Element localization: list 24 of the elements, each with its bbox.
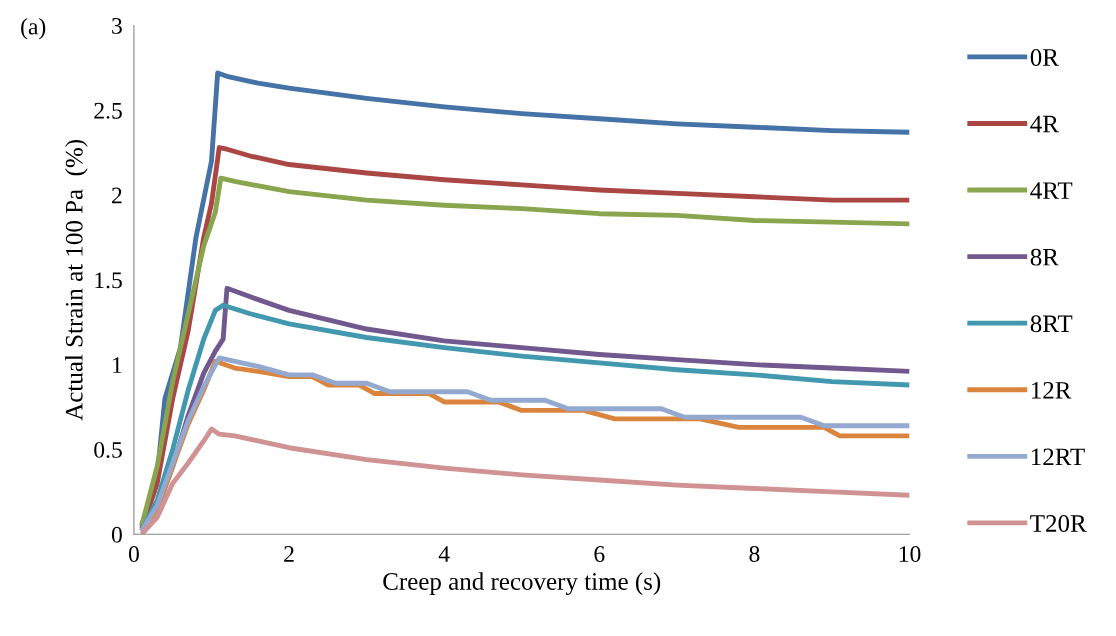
x-axis-title: Creep and recovery time (s)	[383, 572, 661, 596]
legend-label: 8RT	[1030, 315, 1073, 333]
y-tick-label: 0.5	[94, 441, 122, 458]
legend-label: 0R	[1030, 49, 1059, 66]
x-tick-label: 10	[899, 546, 921, 562]
y-tick-label: 0	[111, 526, 122, 543]
y-tick-label: 1	[113, 357, 122, 373]
legend-label: 12R	[1031, 381, 1072, 399]
x-tick-label: 2	[284, 546, 294, 562]
y-axis-title: Actual Strain at 100 Pa (%)	[65, 140, 88, 421]
x-tick-label: 0	[128, 546, 139, 562]
y-tick-label: 1.5	[95, 272, 122, 289]
y-tick-label: 2	[112, 187, 122, 204]
legend-label: 4RT	[1030, 182, 1073, 199]
legend-label: T20R	[1030, 515, 1087, 532]
text: (a)	[21, 17, 46, 40]
x-tick-label: 8	[749, 546, 760, 562]
legend-label: 4R	[1030, 115, 1059, 133]
x-tick-label: 4	[438, 546, 450, 562]
legend-label: 12RT	[1031, 448, 1085, 466]
x-tick-label: 6	[594, 546, 605, 562]
legend-label: 8R	[1030, 248, 1059, 266]
y-tick-label: 3	[112, 18, 122, 34]
y-tick-label: 2.5	[94, 102, 122, 119]
